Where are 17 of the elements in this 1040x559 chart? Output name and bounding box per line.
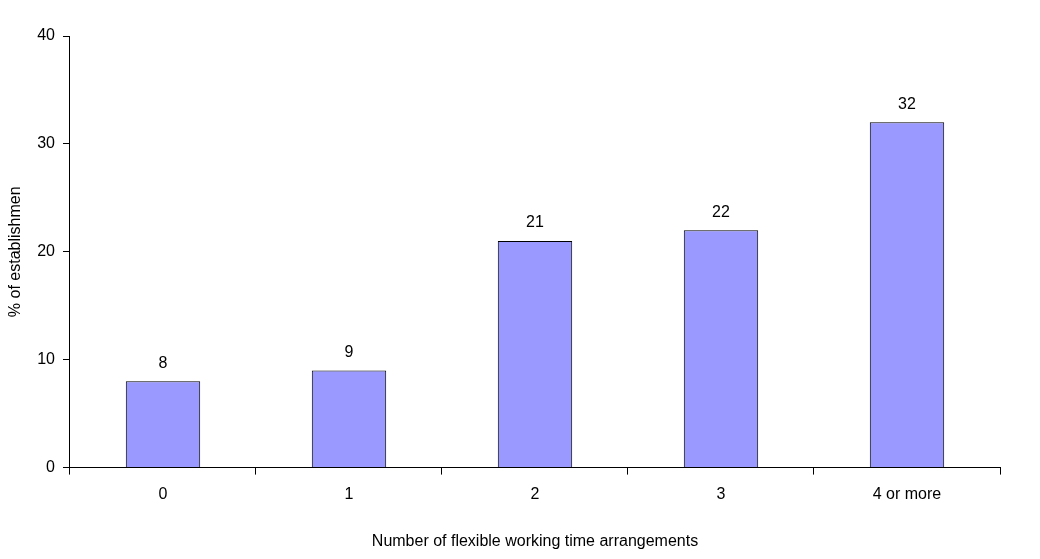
data-label: 32 [898,94,916,112]
data-label: 22 [712,202,730,220]
data-label: 21 [526,213,544,231]
y-axis-title: % of establishmen [6,186,24,318]
y-tick-label: 40 [37,26,56,44]
x-axis-title: Number of flexible working time arrangements [371,531,699,549]
x-tick-label: 4 or more [872,484,942,502]
x-tick-label: 1 [344,484,354,502]
x-tick-label: 2 [530,484,540,502]
y-tick-label: 10 [37,350,56,368]
data-label: 9 [344,342,354,360]
data-label: 8 [158,353,168,371]
y-tick-label: 30 [37,134,56,152]
y-tick-label: 0 [46,458,56,476]
x-tick-label: 3 [716,484,726,502]
x-tick-label: 0 [158,484,168,502]
y-tick-label: 20 [37,242,56,260]
